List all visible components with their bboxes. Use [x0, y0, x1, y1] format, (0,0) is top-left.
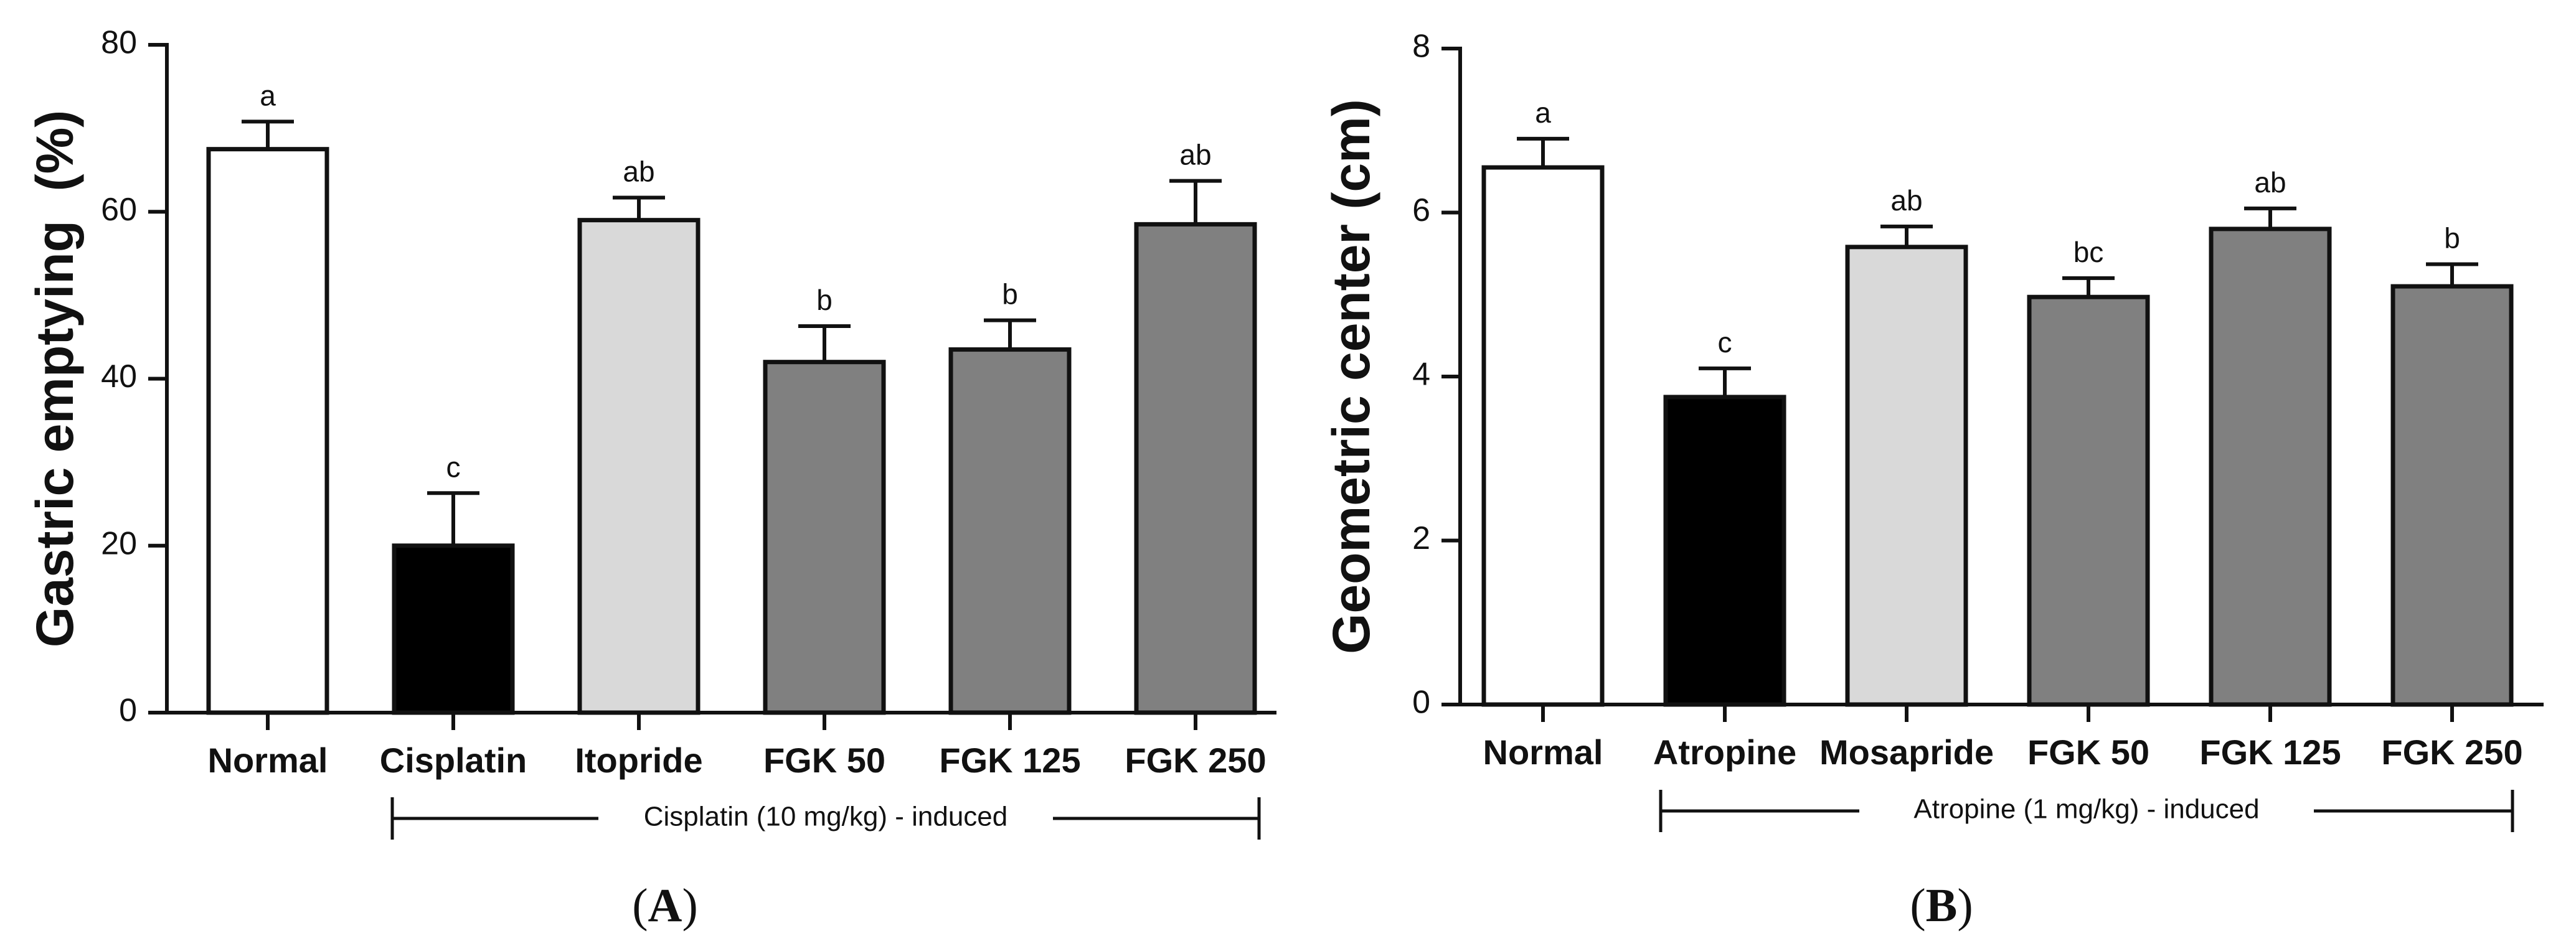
- y-tick-label: 2: [1412, 520, 1430, 556]
- category-label: Atropine: [1653, 733, 1796, 772]
- bar: [2027, 294, 2150, 707]
- bar: [2209, 227, 2332, 707]
- panel-a-chart: Gastric emptying (%) a Normal c Cisplatin ab I…: [26, 25, 1276, 932]
- y-tick-label: 4: [1412, 357, 1430, 393]
- y-tick-label: 6: [1412, 192, 1430, 228]
- bar: [1845, 245, 1968, 707]
- y-axis-title: Geometric center (cm): [1322, 99, 1380, 654]
- significance-letter: a: [260, 79, 276, 111]
- significance-letter: b: [816, 284, 833, 316]
- panel-b-chart: Geometric center (cm) a Normal c Atropine ab M…: [1322, 29, 2544, 932]
- significance-letter: c: [446, 451, 461, 483]
- bar: [763, 360, 886, 715]
- y-axis-title: Gastric emptying (%): [26, 110, 84, 648]
- bar: [577, 218, 701, 715]
- panel-label: (B): [1910, 879, 1973, 932]
- panel-label: (A): [632, 879, 698, 932]
- bracket-label: Cisplatin (10 mg/kg) - induced: [644, 802, 1007, 832]
- bar: [392, 543, 515, 715]
- panel-label-open: (: [1910, 879, 1925, 932]
- y-tick-label: 60: [101, 192, 137, 228]
- y-tick-label: 0: [1412, 685, 1430, 721]
- y-tick-label: 20: [101, 525, 137, 561]
- significance-letter: c: [1718, 326, 1732, 358]
- bar: [2390, 284, 2514, 707]
- significance-letter: b: [1002, 278, 1018, 311]
- category-label: FGK 50: [763, 741, 885, 780]
- significance-letter: ab: [2254, 166, 2286, 199]
- panel-label-letter: A: [648, 879, 682, 932]
- bracket-label: Atropine (1 mg/kg) - induced: [1913, 794, 2259, 825]
- category-label: FGK 50: [2027, 733, 2149, 772]
- significance-letter: a: [1535, 96, 1551, 129]
- panel-label-close: ): [1957, 879, 1973, 932]
- bar: [1663, 395, 1786, 707]
- y-tick-label: 0: [119, 693, 137, 729]
- bar: [1481, 165, 1605, 707]
- significance-letter: bc: [2074, 236, 2104, 268]
- category-label: Itopride: [575, 741, 702, 780]
- significance-letter: ab: [1179, 139, 1211, 171]
- category-label: Normal: [208, 741, 328, 780]
- bar: [948, 347, 1072, 715]
- category-label: Cisplatin: [380, 741, 527, 780]
- panel-label-letter: B: [1926, 879, 1958, 932]
- panel-label-close: ): [682, 879, 697, 932]
- bar: [206, 147, 329, 715]
- significance-letter: ab: [1890, 184, 1922, 217]
- category-label: FGK 125: [939, 741, 1080, 780]
- category-label: FGK 250: [1125, 741, 1266, 780]
- y-tick-label: 8: [1412, 29, 1430, 65]
- y-tick-label: 40: [101, 358, 137, 395]
- category-label: FGK 250: [2381, 733, 2522, 772]
- category-label: FGK 125: [2199, 733, 2341, 772]
- category-label: Mosapride: [1819, 733, 1994, 772]
- panel-label-open: (: [632, 879, 648, 932]
- y-tick-label: 80: [101, 25, 137, 61]
- significance-letter: ab: [623, 155, 654, 187]
- bar: [1134, 222, 1257, 715]
- significance-letter: b: [2444, 222, 2460, 255]
- category-label: Normal: [1483, 733, 1603, 772]
